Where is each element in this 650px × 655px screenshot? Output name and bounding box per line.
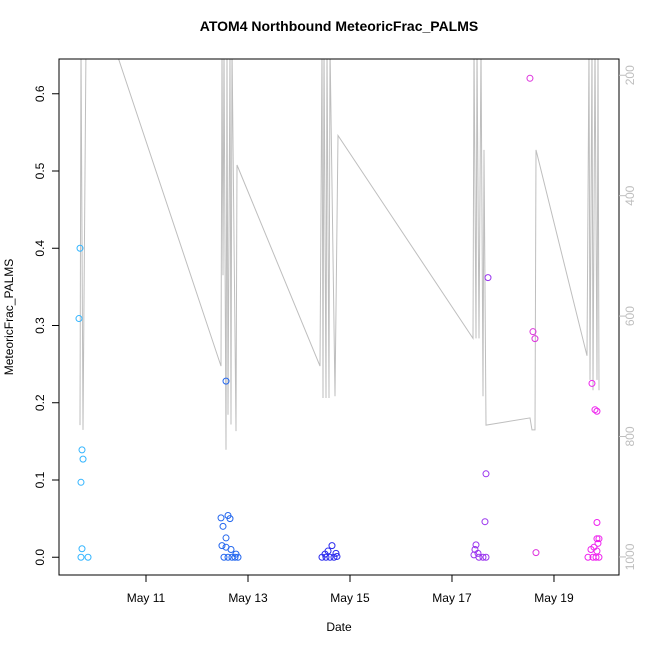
plot-frame xyxy=(58,58,620,576)
y-tick-label: 0.0 xyxy=(33,549,47,566)
data-point xyxy=(76,244,84,252)
data-point xyxy=(531,335,539,343)
data-point xyxy=(222,377,230,385)
data-point xyxy=(594,539,602,547)
y-tick-label: 0.3 xyxy=(33,317,47,334)
data-point xyxy=(593,518,601,526)
chart-title: ATOM4 Northbound MeteoricFrac_PALMS xyxy=(200,18,478,34)
data-point xyxy=(479,553,487,561)
data-point xyxy=(231,553,239,561)
data-point xyxy=(481,518,489,526)
data-point xyxy=(222,534,230,542)
y-tick-label: 0.4 xyxy=(33,240,47,257)
data-point xyxy=(474,549,482,557)
data-point xyxy=(224,553,232,561)
x-tick-label: May 17 xyxy=(432,591,472,605)
data-point xyxy=(226,515,234,523)
data-point xyxy=(318,553,326,561)
y2-tick-label: 600 xyxy=(623,306,637,326)
data-point xyxy=(333,552,341,560)
y-tick-label: 0.1 xyxy=(33,471,47,488)
y-tick-label: 0.6 xyxy=(33,85,47,102)
data-point xyxy=(472,541,480,549)
data-point xyxy=(78,446,86,454)
data-point xyxy=(79,455,87,463)
data-point xyxy=(78,545,86,553)
data-point xyxy=(532,549,540,557)
data-point xyxy=(529,328,537,336)
y2-tick-label: 1000 xyxy=(623,543,637,570)
data-point xyxy=(77,553,85,561)
data-point xyxy=(595,553,603,561)
plot-area xyxy=(75,59,603,561)
data-point xyxy=(77,478,85,486)
y2-tick-label: 800 xyxy=(623,426,637,446)
data-point xyxy=(484,274,492,282)
data-point xyxy=(526,74,534,82)
x-axis-label: Date xyxy=(326,620,352,634)
data-point xyxy=(482,470,490,478)
y2-tick-label: 200 xyxy=(623,65,637,85)
data-point xyxy=(326,553,334,561)
x-tick-label: May 15 xyxy=(330,591,370,605)
data-point xyxy=(330,553,338,561)
data-point xyxy=(232,550,240,558)
x-tick-label: May 13 xyxy=(228,591,268,605)
data-point xyxy=(227,546,235,554)
data-point xyxy=(592,553,600,561)
data-point xyxy=(475,553,483,561)
pressure-line xyxy=(79,59,600,450)
data-point xyxy=(322,553,330,561)
data-point xyxy=(591,406,599,414)
data-point xyxy=(75,315,83,323)
data-point xyxy=(84,553,92,561)
x-tick-label: May 11 xyxy=(127,591,166,605)
data-point xyxy=(219,522,227,530)
y-tick-label: 0.2 xyxy=(33,394,47,411)
y-tick-label: 0.5 xyxy=(33,162,47,179)
data-point xyxy=(217,514,225,522)
y-axis-label: MeteoricFrac_PALMS xyxy=(2,259,16,375)
data-point xyxy=(218,542,226,550)
data-point xyxy=(584,553,592,561)
data-point xyxy=(328,542,336,550)
x-tick-label: May 19 xyxy=(534,591,574,605)
data-point xyxy=(332,549,340,557)
data-point xyxy=(593,535,601,543)
data-point xyxy=(588,379,596,387)
data-point xyxy=(595,535,603,543)
y2-tick-label: 400 xyxy=(623,185,637,205)
data-point xyxy=(220,553,228,561)
data-point xyxy=(482,553,490,561)
data-point xyxy=(593,407,601,415)
